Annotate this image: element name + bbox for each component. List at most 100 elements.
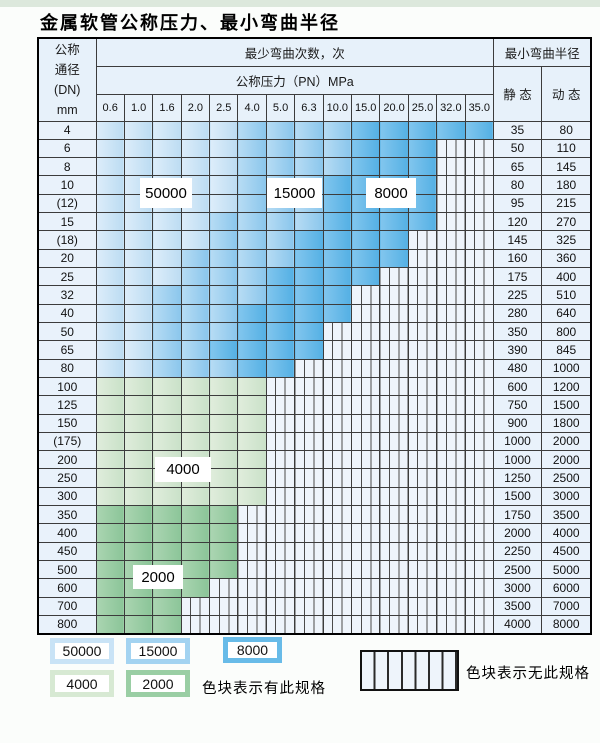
- no-spec-cell: [265, 614, 296, 635]
- no-spec-cell: [436, 303, 466, 323]
- spec-cell: [180, 248, 211, 269]
- spec-cell: [152, 413, 182, 433]
- no-spec-cell: [379, 486, 409, 507]
- spec-cell: [294, 248, 324, 269]
- no-spec-cell: [436, 285, 466, 305]
- spec-cell: [95, 395, 125, 415]
- dynamic-cell: 3000: [540, 486, 592, 507]
- dynamic-cell: 1200: [540, 376, 592, 397]
- dynamic-cell: 5000: [540, 559, 592, 580]
- no-spec-cell: [351, 431, 381, 452]
- spec-cell: [407, 138, 438, 159]
- no-spec-cell: [379, 541, 409, 562]
- no-spec-cell: [294, 578, 324, 598]
- spec-cell: [180, 541, 211, 562]
- dynamic-cell: 110: [540, 138, 592, 159]
- dn-cell: 40: [37, 303, 97, 323]
- no-spec-cell: [209, 596, 239, 616]
- no-spec-cell: [436, 541, 466, 562]
- spec-cell: [265, 340, 296, 360]
- static-cell: 50: [492, 138, 542, 159]
- no-spec-cell: [237, 578, 267, 598]
- spec-cell: [152, 212, 182, 232]
- static-cell: 80: [492, 175, 542, 195]
- dn-cell: 15: [37, 212, 97, 232]
- header-pressure-value: 5.0: [265, 93, 296, 122]
- no-spec-cell: [379, 395, 409, 415]
- spec-cell: [237, 212, 267, 232]
- spec-cell: [95, 486, 125, 507]
- spec-cell: [123, 450, 154, 470]
- spec-cell: [209, 541, 239, 562]
- static-cell: 1000: [492, 450, 542, 470]
- spec-cell: [95, 138, 125, 159]
- header-pressure-value: 2.5: [209, 93, 239, 122]
- header-pressure-value: 1.6: [152, 93, 182, 122]
- no-spec-cell: [464, 468, 494, 488]
- dn-cell: 125: [37, 395, 97, 415]
- static-cell: 900: [492, 413, 542, 433]
- spec-cell: [209, 505, 239, 525]
- spec-cell: [209, 450, 239, 470]
- spec-cell: [180, 523, 211, 543]
- no-spec-cell: [322, 340, 353, 360]
- no-spec-cell: [322, 376, 353, 397]
- spec-cell: [237, 285, 267, 305]
- spec-cell: [209, 395, 239, 415]
- no-spec-cell: [436, 450, 466, 470]
- legend-swatch-label: 50000: [55, 643, 109, 659]
- header-pressure-value: 2.0: [180, 93, 211, 122]
- spec-cell: [95, 376, 125, 397]
- no-spec-cell: [464, 578, 494, 598]
- spec-cell: [209, 157, 239, 177]
- no-spec-cell: [294, 505, 324, 525]
- spec-cell: [123, 505, 154, 525]
- dn-cell: 6: [37, 138, 97, 159]
- spec-cell: [123, 614, 154, 635]
- no-spec-cell: [464, 450, 494, 470]
- spec-cell: [152, 120, 182, 140]
- dynamic-cell: 1800: [540, 413, 592, 433]
- spec-cell: [351, 230, 381, 250]
- region-label-15000: 15000: [267, 178, 322, 208]
- no-spec-cell: [436, 358, 466, 378]
- dynamic-cell: 1500: [540, 395, 592, 415]
- spec-cell: [95, 505, 125, 525]
- no-spec-cell: [351, 468, 381, 488]
- spec-cell: [407, 157, 438, 177]
- no-spec-cell: [265, 523, 296, 543]
- spec-cell: [123, 138, 154, 159]
- spec-cell: [95, 193, 125, 214]
- no-spec-cell: [407, 230, 438, 250]
- no-spec-cell: [464, 413, 494, 433]
- legend-has-spec-text: 色块表示有此规格: [202, 681, 326, 697]
- header-dn: 公称 通径 (DN) mm: [37, 37, 97, 122]
- no-spec-cell: [265, 468, 296, 488]
- spec-cell: [95, 340, 125, 360]
- spec-cell: [237, 266, 267, 287]
- spec-cell: [322, 230, 353, 250]
- no-spec-cell: [407, 340, 438, 360]
- no-spec-cell: [294, 395, 324, 415]
- spec-cell: [322, 303, 353, 323]
- spec-cell: [351, 138, 381, 159]
- header-pressure-value: 1.0: [123, 93, 154, 122]
- no-spec-cell: [464, 541, 494, 562]
- spec-cell: [95, 596, 125, 616]
- no-spec-cell: [407, 413, 438, 433]
- spec-cell: [237, 248, 267, 269]
- spec-cell: [95, 285, 125, 305]
- no-spec-cell: [379, 450, 409, 470]
- spec-cell: [180, 395, 211, 415]
- spec-cell: [209, 230, 239, 250]
- dn-cell: 250: [37, 468, 97, 488]
- no-spec-cell: [322, 614, 353, 635]
- spec-cell: [265, 230, 296, 250]
- no-spec-cell: [322, 505, 353, 525]
- static-cell: 35: [492, 120, 542, 140]
- header-dn-line: 通径: [54, 62, 80, 77]
- spec-cell: [180, 340, 211, 360]
- spec-cell: [294, 212, 324, 232]
- no-spec-cell: [379, 321, 409, 342]
- static-cell: 350: [492, 321, 542, 342]
